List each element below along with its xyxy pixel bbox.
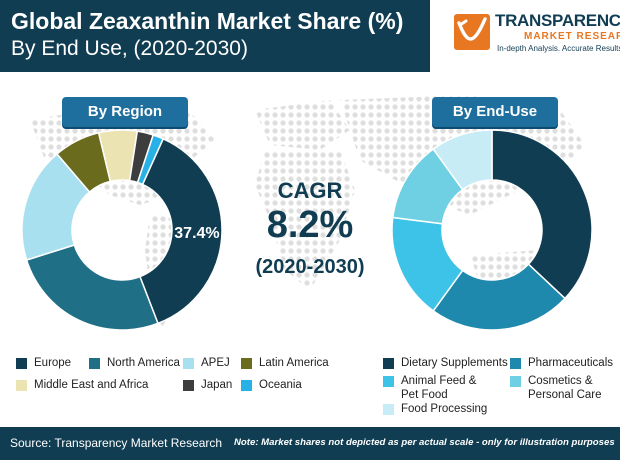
legend-swatch: [510, 376, 521, 387]
legend-label: Food Processing: [401, 403, 488, 415]
legend-swatch: [241, 358, 252, 369]
region-chart-header: By Region: [62, 97, 188, 127]
region-slice-europe: [138, 137, 223, 325]
legend-label: APEJ: [201, 357, 230, 369]
legend-label: Cosmetics & Personal Care: [528, 375, 602, 401]
legend-label: Pharmaceuticals: [528, 357, 614, 369]
legend-label: Oceania: [259, 379, 302, 391]
enduse-donut-chart: [391, 129, 593, 331]
legend-swatch: [16, 380, 27, 391]
region-data-label-europe: 37.4%: [174, 225, 219, 242]
enduse-slice-pharmaceuticals: [432, 263, 566, 331]
enduse-slice-food-processing: [432, 129, 493, 191]
region-legend: Europe North America APEJ Latin America …: [16, 356, 356, 402]
legend-swatch: [241, 380, 252, 391]
legend-label: Middle East and Africa: [34, 379, 149, 391]
footer-bar: Source: Transparency Market Research Not…: [0, 427, 620, 460]
legend-label: Latin America: [259, 357, 329, 369]
cagr-period: (2020-2030): [255, 256, 365, 278]
legend-swatch: [183, 358, 194, 369]
enduse-chart-header: By End-Use: [432, 97, 558, 127]
company-logo-icon: [454, 14, 490, 50]
company-tagline: In-depth Analysis. Accurate Results: [497, 44, 620, 53]
cagr-value: 8.2%: [266, 204, 354, 246]
title-banner: Global Zeaxanthin Market Share (%) By En…: [0, 0, 430, 72]
chart-subtitle: By End Use, (2020-2030): [11, 37, 248, 60]
legend-swatch: [383, 404, 394, 415]
enduse-legend: Dietary Supplements Pharmaceuticals Anim…: [383, 356, 615, 418]
disclaimer-note: Note: Market shares not depicted as per …: [234, 437, 615, 448]
enduse-slice-dietary-supplements: [491, 129, 593, 300]
source-note: Source: Transparency Market Research: [10, 436, 223, 450]
company-name: TRANSPARENCY: [495, 11, 620, 30]
legend-label: North America: [107, 357, 180, 369]
legend-swatch: [183, 380, 194, 391]
legend-swatch: [383, 358, 394, 369]
region-slice-apej: [21, 152, 91, 261]
legend-label: Animal Feed & Pet Food: [401, 375, 477, 401]
legend-swatch: [510, 358, 521, 369]
legend-label: Japan: [201, 379, 233, 391]
region-slice-oceania: [136, 134, 165, 186]
legend-label: Europe: [34, 357, 72, 369]
legend-swatch: [383, 376, 394, 387]
legend-label: Dietary Supplements: [401, 357, 508, 369]
legend-swatch: [16, 358, 27, 369]
chart-title: Global Zeaxanthin Market Share (%): [11, 8, 404, 34]
cagr-label: CAGR: [277, 178, 343, 203]
company-subname: MARKET RESEARCH: [524, 31, 620, 42]
region-slice-north-america: [25, 244, 159, 331]
legend-swatch: [89, 358, 100, 369]
region-donut-chart: 37.4%: [21, 129, 223, 331]
